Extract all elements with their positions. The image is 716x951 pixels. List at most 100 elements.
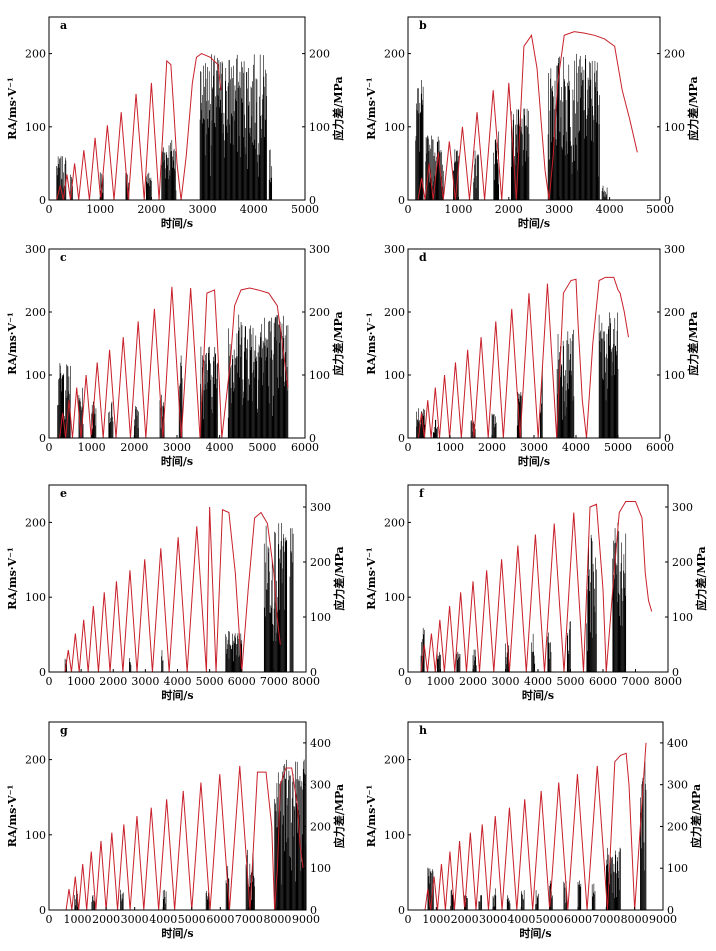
panel-f: 0 1000 2000 3000 4000 5000 6000 7000 80000100200… — [365, 484, 708, 702]
y-right-axis-label: 应力差/MPa — [689, 784, 703, 848]
y-left-tick-label: 0 — [39, 904, 46, 917]
x-tick-label: 3000 — [492, 675, 520, 688]
stress-curve — [65, 765, 304, 911]
x-tick-label: 1000 — [64, 913, 92, 926]
y-left-tick-label: 0 — [398, 904, 405, 917]
y-left-tick-label: 200 — [25, 306, 46, 319]
y-right-tick-label: 100 — [664, 369, 685, 382]
x-tick-label: 0 — [46, 675, 53, 688]
ra-bars-d — [416, 312, 619, 438]
y-right-axis-label: 应力差/MPa — [331, 76, 345, 140]
x-tick-label: 3000 — [520, 441, 548, 454]
x-tick-label: 0 — [46, 913, 53, 926]
x-tick-label: 5000 — [178, 913, 206, 926]
y-left-tick-label: 200 — [384, 48, 405, 61]
x-tick-label: 0 — [405, 675, 412, 688]
y-left-tick-label: 100 — [25, 591, 46, 604]
y-left-tick-label: 200 — [25, 754, 46, 767]
y-right-tick-label: 200 — [664, 48, 685, 61]
x-tick-label: 1000 — [422, 913, 450, 926]
x-tick-label: 4000 — [149, 913, 177, 926]
x-tick-label: 4000 — [524, 675, 552, 688]
x-tick-label: 4000 — [240, 203, 268, 216]
y-right-tick-label: 0 — [667, 904, 674, 917]
x-tick-label: 6000 — [646, 441, 674, 454]
x-tick-label: 8000 — [292, 675, 320, 688]
ra-bars-a — [56, 54, 273, 200]
x-tick-label: 0 — [46, 441, 53, 454]
y-right-tick-label: 300 — [310, 779, 331, 792]
y-right-tick-label: 100 — [310, 611, 331, 624]
x-tick-label: 3000 — [545, 203, 573, 216]
x-tick-label: 4000 — [562, 441, 590, 454]
y-left-tick-label: 100 — [384, 121, 405, 134]
x-axis-label: 时间/s — [161, 926, 193, 940]
y-right-axis-label: 应力差/MPa — [331, 311, 345, 375]
y-right-tick-label: 200 — [309, 306, 330, 319]
y-left-tick-label: 100 — [384, 829, 405, 842]
y-left-tick-label: 0 — [39, 432, 46, 445]
y-left-tick-label: 0 — [398, 432, 405, 445]
stress-curve — [418, 276, 629, 439]
y-left-axis-label: RA/ms·V⁻¹ — [365, 312, 378, 375]
x-tick-label: 2000 — [120, 441, 148, 454]
ra-bars-c — [57, 314, 289, 438]
y-right-tick-label: 300 — [310, 501, 331, 514]
y-right-tick-label: 200 — [310, 556, 331, 569]
x-tick-label: 5000 — [604, 441, 632, 454]
y-right-axis-label: 应力差/MPa — [332, 546, 346, 610]
x-tick-label: 0 — [405, 913, 412, 926]
x-tick-label: 6000 — [564, 913, 592, 926]
x-tick-label: 2000 — [137, 203, 165, 216]
y-right-tick-label: 200 — [310, 820, 331, 833]
x-tick-label: 0 — [405, 441, 412, 454]
x-tick-label: 2000 — [478, 441, 506, 454]
x-tick-label: 5000 — [291, 203, 319, 216]
y-left-tick-label: 200 — [384, 516, 405, 529]
y-left-axis-label: RA/ms·V⁻¹ — [365, 547, 378, 610]
y-right-tick-label: 100 — [309, 369, 330, 382]
y-right-tick-label: 200 — [667, 820, 688, 833]
stress-curve — [59, 286, 289, 439]
panel-letter: a — [60, 19, 67, 32]
x-tick-label: 7000 — [235, 913, 263, 926]
y-right-tick-label: 300 — [672, 501, 693, 514]
x-tick-label: 8000 — [621, 913, 649, 926]
x-axis-label: 时间/s — [522, 688, 554, 702]
y-right-tick-label: 0 — [664, 432, 671, 445]
panel-g: 0 1000 2000 3000 4000 5000 6000 7000 8000 9000010… — [6, 721, 346, 940]
y-right-tick-label: 200 — [309, 48, 330, 61]
x-axis-label: 时间/s — [161, 454, 193, 468]
x-tick-label: 1000 — [86, 203, 114, 216]
x-tick-label: 1000 — [67, 675, 95, 688]
y-right-tick-label: 100 — [664, 121, 685, 134]
panel-d: 0 1000 2000 3000 4000 5000 6000010020030001002… — [365, 243, 700, 468]
y-left-axis-label: RA/ms·V⁻¹ — [365, 785, 378, 848]
x-tick-label: 5000 — [646, 203, 674, 216]
y-left-tick-label: 0 — [398, 194, 405, 207]
y-right-axis-label: 应力差/MPa — [332, 784, 346, 848]
stress-curve — [417, 31, 638, 201]
y-left-tick-label: 200 — [25, 48, 46, 61]
y-right-tick-label: 0 — [672, 666, 679, 679]
y-right-tick-label: 200 — [664, 306, 685, 319]
x-tick-label: 5000 — [196, 675, 224, 688]
x-tick-label: 9000 — [292, 913, 320, 926]
x-tick-label: 6000 — [206, 913, 234, 926]
y-right-tick-label: 100 — [310, 862, 331, 875]
x-tick-label: 2000 — [99, 675, 127, 688]
y-right-tick-label: 400 — [667, 737, 688, 750]
y-left-axis-label: RA/ms·V⁻¹ — [6, 312, 19, 375]
y-right-axis-label: 应力差/MPa — [686, 76, 700, 140]
x-tick-label: 8000 — [263, 913, 291, 926]
x-tick-label: 3000 — [479, 913, 507, 926]
y-left-tick-label: 200 — [25, 516, 46, 529]
y-left-axis-label: RA/ms·V⁻¹ — [365, 77, 378, 140]
plot-frame — [48, 721, 307, 911]
x-tick-label: 3000 — [163, 441, 191, 454]
ra-bars-e — [64, 523, 294, 672]
y-left-axis-label: RA/ms·V⁻¹ — [6, 547, 19, 610]
y-right-tick-label: 0 — [309, 432, 316, 445]
y-right-tick-label: 300 — [667, 779, 688, 792]
y-right-tick-label: 100 — [667, 862, 688, 875]
